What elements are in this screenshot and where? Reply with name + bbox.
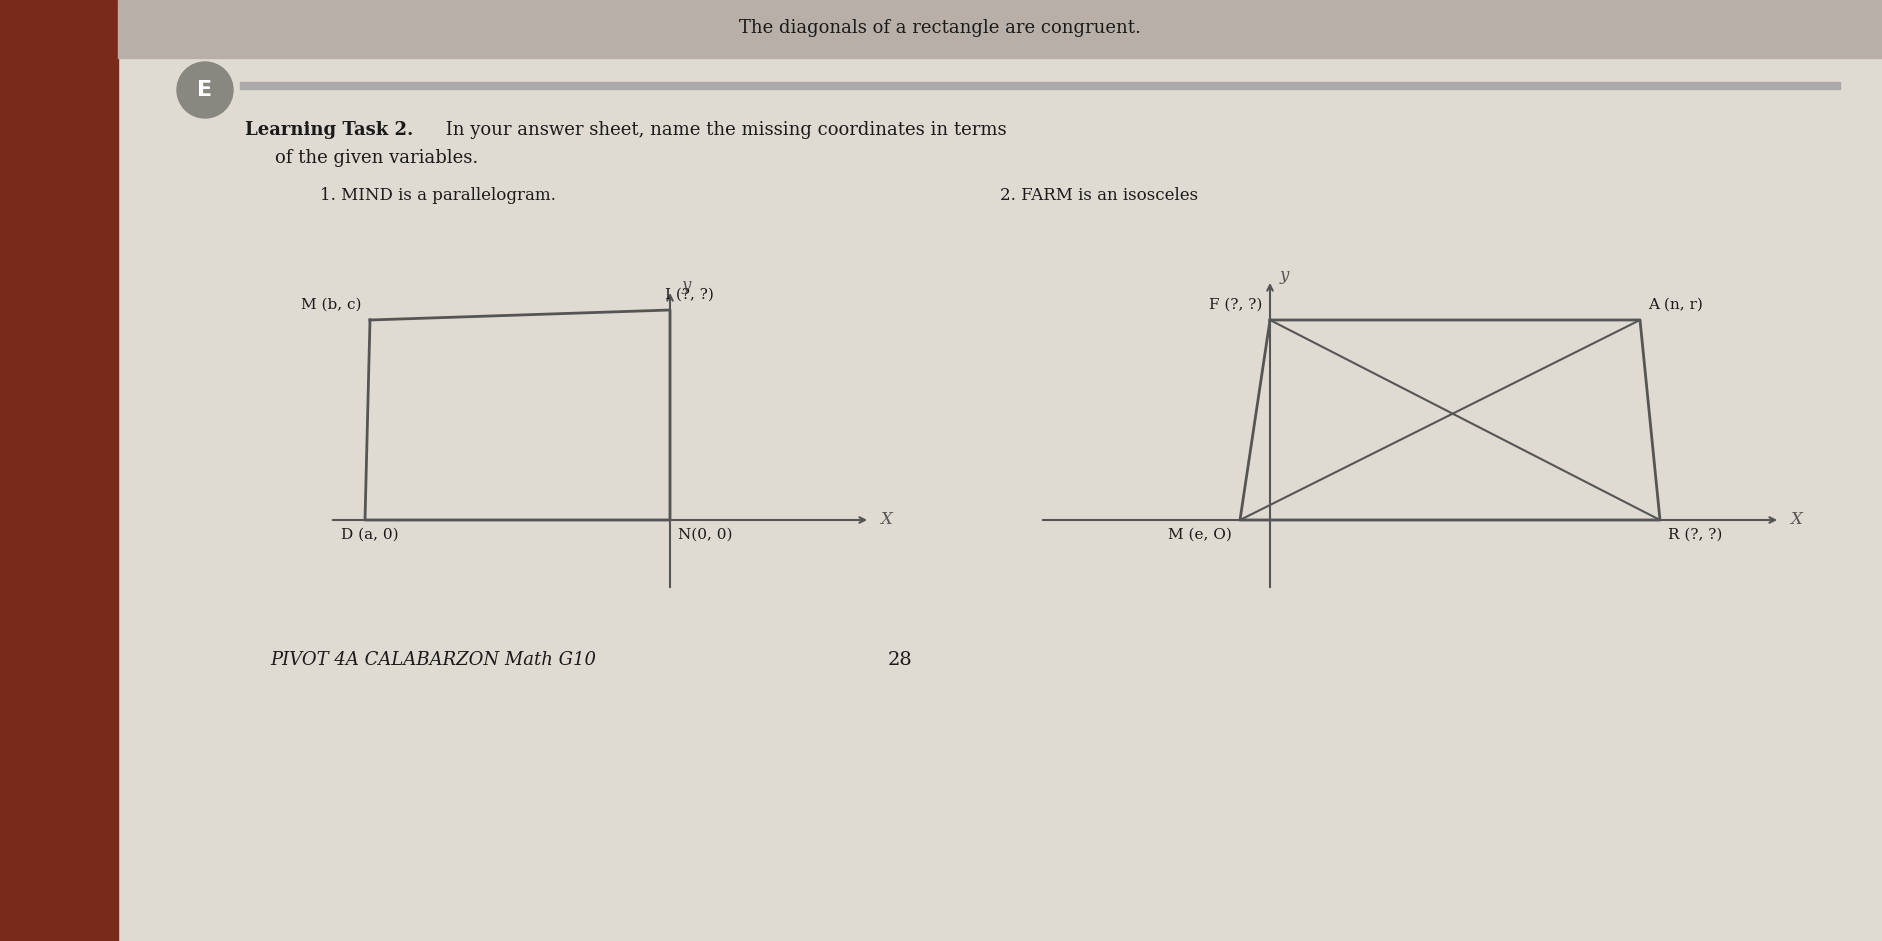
- Bar: [239, 82, 1839, 89]
- Circle shape: [177, 62, 233, 118]
- Text: y: y: [1280, 266, 1289, 283]
- Text: F (?, ?): F (?, ?): [1208, 298, 1261, 312]
- Text: y: y: [681, 277, 691, 294]
- Text: In your answer sheet, name the missing coordinates in terms: In your answer sheet, name the missing c…: [440, 121, 1007, 139]
- Text: 1. MIND is a parallelogram.: 1. MIND is a parallelogram.: [320, 186, 555, 203]
- Bar: [0, 0, 119, 941]
- Text: E: E: [198, 80, 213, 100]
- Text: 28: 28: [886, 651, 913, 669]
- Text: The diagonals of a rectangle are congruent.: The diagonals of a rectangle are congrue…: [738, 19, 1140, 37]
- Bar: [119, 0, 1882, 58]
- Text: X: X: [879, 512, 892, 529]
- Text: of the given variables.: of the given variables.: [275, 149, 478, 167]
- Text: N(0, 0): N(0, 0): [678, 528, 732, 542]
- Text: D (a, 0): D (a, 0): [341, 528, 399, 542]
- Text: PIVOT 4A CALABARZON Math G10: PIVOT 4A CALABARZON Math G10: [269, 651, 597, 669]
- Text: M (b, c): M (b, c): [301, 298, 361, 312]
- Text: X: X: [1790, 512, 1801, 529]
- Text: A (n, r): A (n, r): [1647, 298, 1701, 312]
- Text: 2. FARM is an isosceles: 2. FARM is an isosceles: [999, 186, 1197, 203]
- Text: M (e, O): M (e, O): [1167, 528, 1231, 542]
- Text: I (?, ?): I (?, ?): [664, 288, 713, 302]
- Text: R (?, ?): R (?, ?): [1667, 528, 1722, 542]
- Text: Learning Task 2.: Learning Task 2.: [245, 121, 414, 139]
